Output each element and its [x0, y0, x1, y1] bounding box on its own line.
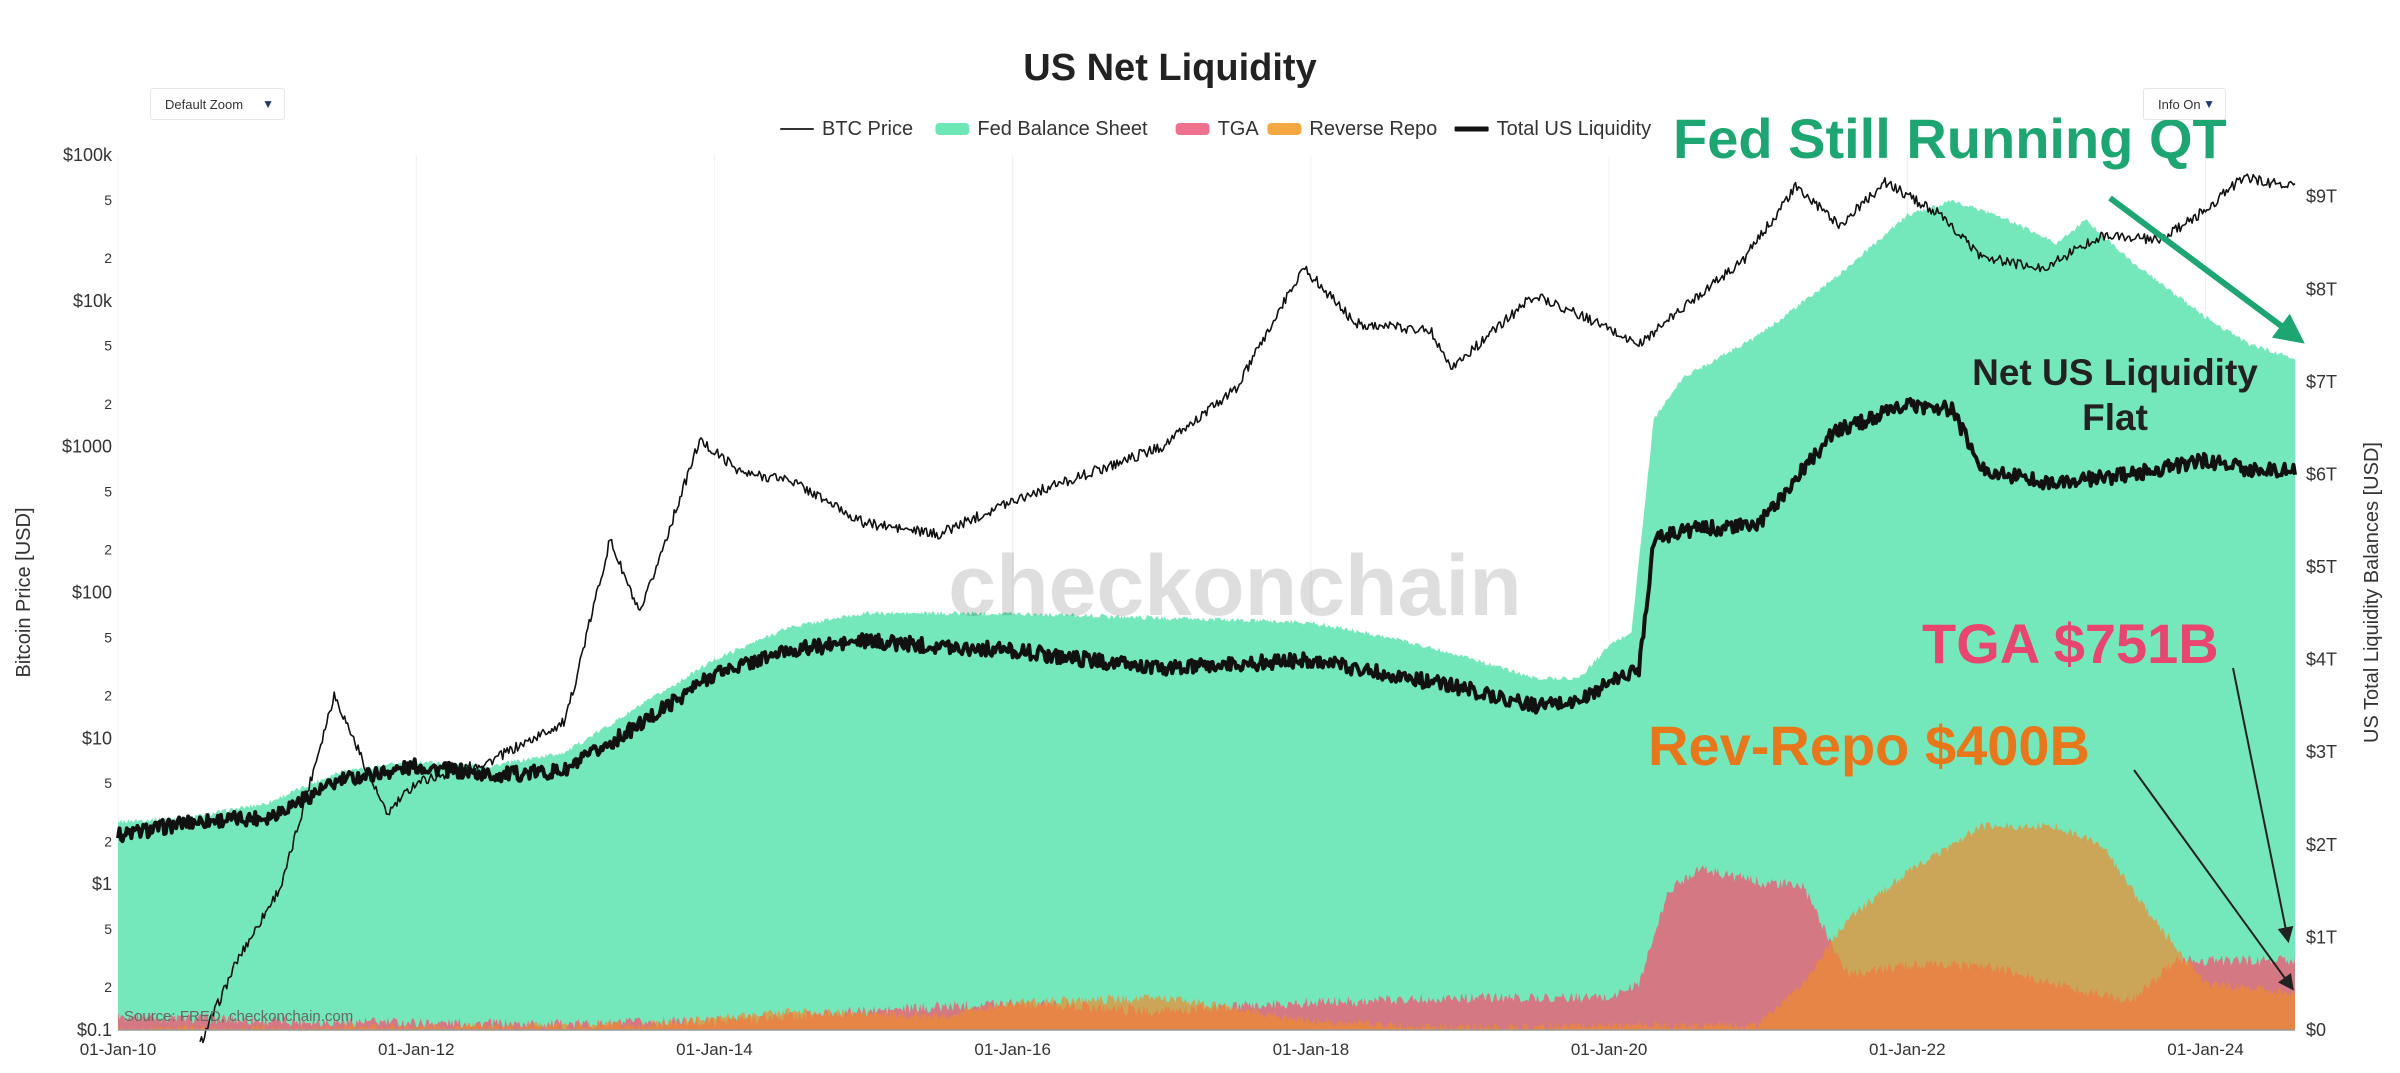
- x-tick-label: 01-Jan-20: [1571, 1040, 1648, 1059]
- y-left-tick-label: 2: [104, 542, 112, 558]
- source-note: Source: FRED, checkonchain.com: [124, 1008, 353, 1025]
- y-left-tick-label: 2: [104, 250, 112, 266]
- x-tick-label: 01-Jan-24: [2167, 1040, 2244, 1059]
- legend-label: Total US Liquidity: [1497, 118, 1652, 140]
- y-right-tick-label: $2T: [2306, 835, 2337, 855]
- y-left-tick-label: 5: [104, 192, 112, 208]
- annotation-reverse-repo: Rev-Repo $400B: [1648, 714, 2090, 777]
- y-left-axis-title: Bitcoin Price [USD]: [13, 507, 35, 677]
- x-tick-label: 01-Jan-10: [80, 1040, 157, 1059]
- y-left-tick-label: 2: [104, 687, 112, 703]
- reverse-repo-area: [118, 822, 2295, 1030]
- info-dropdown-label: Info On: [2158, 96, 2201, 112]
- annotation-net-liquidity-flat: Flat: [2082, 397, 2148, 438]
- watermark: checkonchain: [948, 538, 1522, 634]
- annotation-net-liquidity: Net US Liquidity: [1972, 352, 2258, 393]
- y-left-tick-label: 2: [104, 396, 112, 412]
- fed-balance-sheet-area: [118, 199, 2295, 1031]
- annotation-tga: TGA $751B: [1922, 612, 2219, 675]
- y-left-tick-label: 5: [104, 484, 112, 500]
- x-tick-label: 01-Jan-12: [378, 1040, 455, 1059]
- x-tick-label: 01-Jan-14: [676, 1040, 753, 1059]
- y-right-tick-label: $7T: [2306, 372, 2337, 392]
- y-left-tick-label: $100k: [63, 145, 113, 165]
- info-dropdown[interactable]: Info On ▼: [2143, 88, 2226, 120]
- y-left-tick-label: $1: [92, 874, 112, 894]
- legend-swatch: [1454, 126, 1489, 132]
- total-us-liquidity-line: [116, 397, 2297, 844]
- arrow-rrp-icon: [2133, 769, 2294, 991]
- legend-label: BTC Price: [822, 118, 913, 140]
- y-left-tick-label: $1000: [62, 437, 112, 457]
- arrow-qt-icon: [2108, 195, 2305, 344]
- legend-item-reverse-repo[interactable]: Reverse Repo: [1267, 118, 1437, 140]
- y-left-tick-label: $10: [82, 728, 112, 748]
- chart-title: US Net Liquidity: [1023, 47, 1316, 89]
- tga-area: [118, 865, 2295, 1030]
- legend-swatch: [935, 123, 970, 135]
- legend-item-btc-price[interactable]: BTC Price: [780, 118, 913, 140]
- legend-item-total-us-liquidity[interactable]: Total US Liquidity: [1454, 118, 1652, 140]
- y-right-tick-label: $4T: [2306, 650, 2337, 670]
- x-tick-label: 01-Jan-18: [1273, 1040, 1350, 1059]
- btc-price-line: [199, 173, 2296, 1044]
- x-tick-label: 01-Jan-16: [974, 1040, 1051, 1059]
- legend-swatch: [780, 128, 814, 130]
- y-right-tick-label: $1T: [2306, 927, 2337, 947]
- zoom-dropdown[interactable]: Default Zoom ▼: [150, 88, 285, 120]
- y-right-tick-label: $8T: [2306, 279, 2337, 299]
- y-left-tick-label: 5: [104, 629, 112, 645]
- zoom-dropdown-label: Default Zoom: [165, 96, 244, 112]
- legend-item-tga[interactable]: TGA: [1175, 118, 1260, 140]
- legend-label: TGA: [1218, 118, 1260, 140]
- x-tick-label: 01-Jan-22: [1869, 1040, 1946, 1059]
- chevron-down-icon: ▼: [2203, 97, 2215, 111]
- arrow-tga-icon: [2232, 667, 2294, 944]
- legend-swatch: [1175, 123, 1210, 135]
- y-right-tick-label: $5T: [2306, 557, 2337, 577]
- y-left-tick-label: $0.1: [77, 1020, 112, 1040]
- legend-swatch: [1267, 123, 1302, 135]
- y-left-tick-label: 2: [104, 833, 112, 849]
- annotation-qt: Fed Still Running QT: [1673, 107, 2227, 170]
- legend-label: Reverse Repo: [1309, 118, 1437, 140]
- y-right-tick-label: $6T: [2306, 464, 2337, 484]
- y-left-tick-label: $100: [72, 583, 112, 603]
- y-right-axis-title: US Total Liquidity Balances [USD]: [2361, 442, 2383, 743]
- legend-label: Fed Balance Sheet: [977, 118, 1148, 140]
- y-right-tick-label: $9T: [2306, 187, 2337, 207]
- y-left-tick-label: 5: [104, 775, 112, 791]
- y-right-tick-label: $3T: [2306, 742, 2337, 762]
- y-right-tick-label: $0: [2306, 1020, 2326, 1040]
- chevron-down-icon: ▼: [262, 97, 274, 111]
- legend-item-fed-balance-sheet[interactable]: Fed Balance Sheet: [935, 118, 1148, 140]
- y-left-tick-label: 5: [104, 921, 112, 937]
- y-left-tick-label: $10k: [73, 291, 113, 311]
- y-left-tick-label: 2: [104, 979, 112, 995]
- y-left-tick-label: 5: [104, 338, 112, 354]
